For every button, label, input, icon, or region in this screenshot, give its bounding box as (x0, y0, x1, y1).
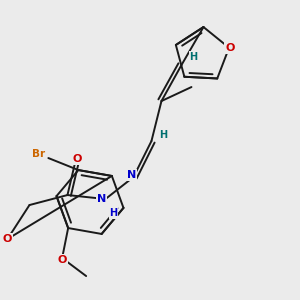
Text: N: N (127, 170, 136, 180)
Text: H: H (159, 130, 167, 140)
Text: H: H (110, 208, 118, 218)
Text: H: H (189, 52, 197, 62)
Text: N: N (97, 194, 106, 204)
Text: O: O (73, 154, 82, 164)
Text: O: O (225, 43, 235, 53)
Text: O: O (58, 255, 67, 265)
Text: Br: Br (32, 149, 45, 159)
Text: O: O (3, 234, 12, 244)
